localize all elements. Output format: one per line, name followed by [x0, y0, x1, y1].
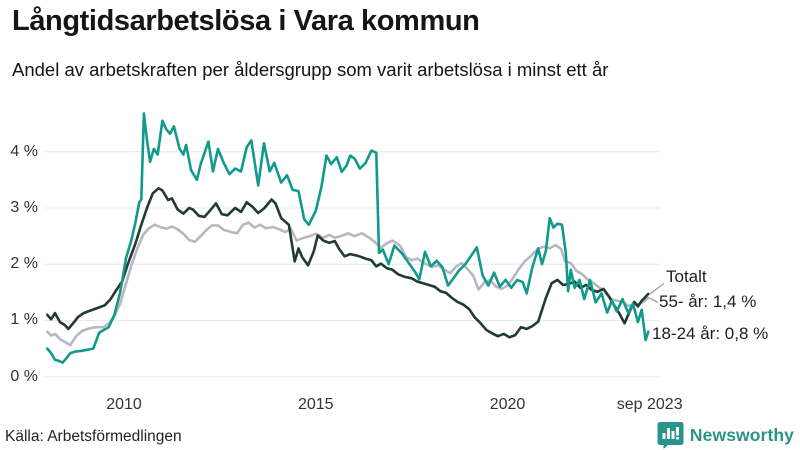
page-subtitle: Andel av arbetskraften per åldersgrupp s…: [12, 59, 609, 80]
y-tick-label: 2 %: [10, 255, 38, 273]
series-label-18-24: 18-24 år: 0,8 %: [652, 324, 769, 343]
y-tick-label: 0 %: [10, 367, 38, 385]
x-tick-label: 2010: [106, 396, 142, 413]
newsworthy-logo: Newsworthy: [657, 421, 794, 449]
source-note: Källa: Arbetsförmedlingen: [5, 428, 182, 445]
line-55-r: [45, 221, 650, 347]
series-label-55-plus: 55- år: 1,4 %: [659, 292, 757, 311]
series-label-totalt: Totalt: [666, 267, 707, 286]
x-tick-label: 2020: [489, 396, 526, 413]
leader-line: [649, 283, 665, 295]
annotation-leader-lines: [649, 283, 665, 303]
chart-lines: [45, 112, 650, 364]
leader-line: [649, 297, 659, 303]
line-totalt: [45, 187, 650, 339]
x-tick-label: sep 2023: [616, 396, 683, 413]
page-title: Långtidsarbetslösa i Vara kommun: [12, 5, 480, 37]
y-tick-label: 4 %: [10, 142, 38, 160]
line-18-24-r: [45, 112, 650, 364]
y-tick-label: 3 %: [10, 198, 38, 216]
y-tick-label: 1 %: [10, 311, 38, 329]
bar-chart-speech-bubble-icon: [657, 422, 684, 449]
brand-name: Newsworthy: [689, 424, 794, 445]
x-tick-label: 2015: [297, 396, 334, 413]
